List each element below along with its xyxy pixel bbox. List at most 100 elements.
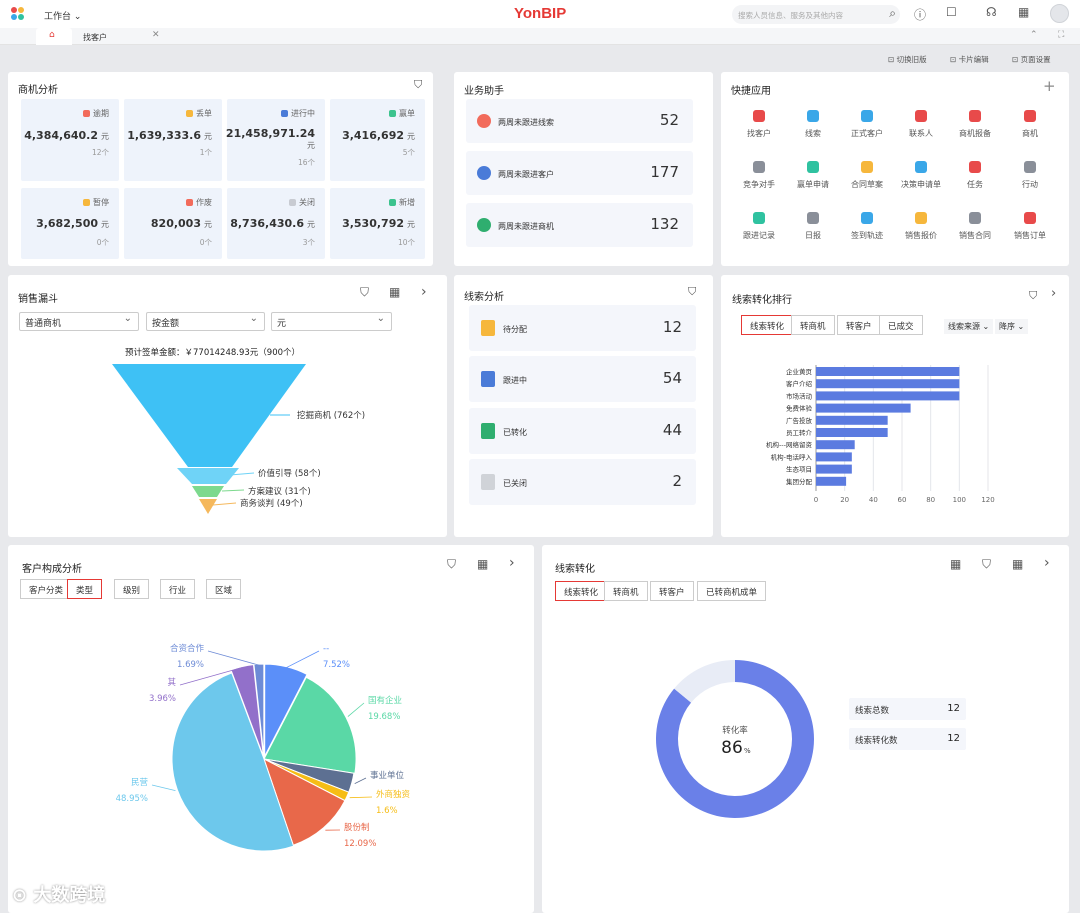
quick-app-15[interactable]: 销售报价 [896,212,946,241]
opp-tile-amount: 4,384,640.2 [24,129,98,142]
opportunity-type-select[interactable]: 普通商机 [19,312,139,331]
opp-tile-6[interactable]: 关闭 8,736,430.6 元 3个 [227,188,325,259]
opp-tile-5[interactable]: 作废 820,003 元 0个 [124,188,222,259]
opp-tile-0[interactable]: 逾期 4,384,640.2 元 12个 [21,99,119,181]
ranking-tab-2[interactable]: 转客户 [837,315,881,335]
switch-old-button[interactable]: ⊡ 切换旧版 [888,55,927,64]
conversion-tab-1[interactable]: 转商机 [604,581,648,601]
quick-app-16[interactable]: 销售合同 [950,212,1000,241]
quick-app-17[interactable]: 销售订单 [1005,212,1055,241]
quick-app-9[interactable]: 决策申请单 [896,161,946,190]
opp-tile-label-text: 暂停 [93,198,109,207]
workspace-menu[interactable]: 工作台 ⌄ [44,12,82,22]
opp-tile-value: 3,416,692 元 [342,129,415,142]
category-label: 集团分配 [786,477,813,486]
calendar-icon[interactable]: ▦ [1012,557,1024,571]
chevron-right-icon[interactable]: › [1051,286,1057,301]
category-label: 员工转介 [786,428,813,437]
customer-tab-2[interactable]: 级别 [114,579,150,599]
lead-row-2[interactable]: 已转化 44 [469,408,696,454]
add-icon[interactable]: + [1043,77,1056,95]
close-tab-icon[interactable]: ✕ [152,30,160,40]
calendar-icon[interactable]: ▦ [477,557,489,571]
assistant-icon [477,218,491,232]
opp-tile-2[interactable]: 进行中 21,458,971.24 元 16个 [226,99,325,181]
source-filter[interactable]: 线索来源 ⌄ [944,319,994,334]
ranking-tab-3[interactable]: 已成交 [879,315,923,335]
quick-app-label: 赢单申请 [797,180,829,189]
tab-find-customer[interactable]: 找客户 [83,33,107,42]
opp-tile-count: 0个 [96,238,109,247]
tab-home[interactable]: ⌂ [36,28,72,45]
filter-icon[interactable]: ⛉ [447,557,457,571]
opp-tile-amount: 8,736,430.6 [230,217,304,230]
quick-app-3[interactable]: 联系人 [896,110,946,139]
assistant-row-label: 两周未跟进商机 [498,222,554,231]
filter-icon[interactable]: ⛉ [1029,289,1038,302]
search-input[interactable]: 搜索人员信息、服务及其他内容 ⌕ [732,5,900,24]
lead-row-0[interactable]: 待分配 12 [469,305,696,351]
calendar-icon[interactable]: ▦ [1018,5,1030,19]
chevron-right-icon[interactable]: › [1044,555,1050,571]
pie-label-pct: 7.52% [323,660,350,670]
filter-icon[interactable]: ⛉ [982,557,992,571]
quick-app-12[interactable]: 跟进记录 [734,212,784,241]
lead-row-3[interactable]: 已关闭 2 [469,459,696,505]
quick-app-14[interactable]: 签到轨迹 [842,212,892,241]
chevron-right-icon[interactable]: › [421,284,427,300]
conversion-tab-2[interactable]: 转客户 [650,581,694,601]
unit-select[interactable]: 元 [271,312,392,331]
search-icon[interactable]: ⌕ [889,6,896,20]
amount-select[interactable]: 按金额 [146,312,265,331]
quick-app-11[interactable]: 行动 [1005,161,1055,190]
ranking-tab-1[interactable]: 转商机 [791,315,835,335]
filter-icon[interactable]: ⛉ [688,285,697,298]
customer-tab-1[interactable]: 类型 [67,579,103,599]
quick-app-2[interactable]: 正式客户 [842,110,892,139]
lead-row-1[interactable]: 跟进中 54 [469,356,696,402]
app-icon [969,110,981,122]
app-icon [969,212,981,224]
message-icon[interactable]: ☐ [946,5,957,19]
collapse-icon[interactable]: ⌃ [1030,30,1038,40]
assistant-row-1[interactable]: 两周未跟进客户 177 [466,151,693,195]
quick-app-4[interactable]: 商机报备 [950,110,1000,139]
opp-tile-3[interactable]: 赢单 3,416,692 元 5个 [330,99,425,181]
quick-app-6[interactable]: 竞争对手 [734,161,784,190]
fullscreen-icon[interactable]: ⛶ [1058,30,1065,40]
customer-tab-4[interactable]: 区域 [206,579,242,599]
opp-tile-7[interactable]: 新增 3,530,792 元 10个 [330,188,425,259]
quick-app-5[interactable]: 商机 [1005,110,1055,139]
conversion-tab-0[interactable]: 线索转化 [555,581,608,601]
quick-app-13[interactable]: 日报 [788,212,838,241]
card-edit-button[interactable]: ⊡ 卡片编辑 [950,55,989,64]
opp-tile-1[interactable]: 丢单 1,639,333.6 元 1个 [124,99,222,181]
conversion-tab-3[interactable]: 已转商机成单 [697,581,767,601]
quick-app-7[interactable]: 赢单申请 [788,161,838,190]
assistant-row-0[interactable]: 两周未跟进线索 52 [466,99,693,143]
quick-app-0[interactable]: 找客户 [734,110,784,139]
ranking-tab-0[interactable]: 线索转化 [741,315,794,335]
status-icon [83,110,90,117]
top-bar: 工作台 ⌄ YonBIP 搜索人员信息、服务及其他内容 ⌕ ⓘ ☐ ☊ ▦ [0,0,1080,28]
avatar[interactable] [1050,4,1069,23]
customer-tab-0[interactable]: 客户分类 [20,579,73,599]
page-settings-button[interactable]: ⊡ 页面设置 [1012,55,1051,64]
headset-icon[interactable]: ☊ [986,5,997,19]
quick-app-1[interactable]: 线索 [788,110,838,139]
table-icon[interactable]: ▦ [950,557,962,571]
app-grid-icon[interactable] [11,7,25,21]
quick-app-8[interactable]: 合同草案 [842,161,892,190]
filter-icon[interactable]: ⛉ [414,78,423,91]
chevron-right-icon[interactable]: › [509,555,515,571]
assistant-row-2[interactable]: 两周未跟进商机 132 [466,203,693,247]
opp-tile-4[interactable]: 暂停 3,682,500 元 0个 [21,188,119,259]
quick-app-10[interactable]: 任务 [950,161,1000,190]
quick-app-label: 正式客户 [851,129,883,138]
help-icon[interactable]: ⓘ [914,8,927,22]
customer-tab-3[interactable]: 行业 [160,579,196,599]
filter-icon[interactable]: ⛉ [360,285,370,299]
funnel-label-1: 挖掘商机 (762个) [297,410,365,421]
calendar-icon[interactable]: ▦ [389,285,401,299]
sort-filter[interactable]: 降序 ⌄ [995,319,1029,334]
